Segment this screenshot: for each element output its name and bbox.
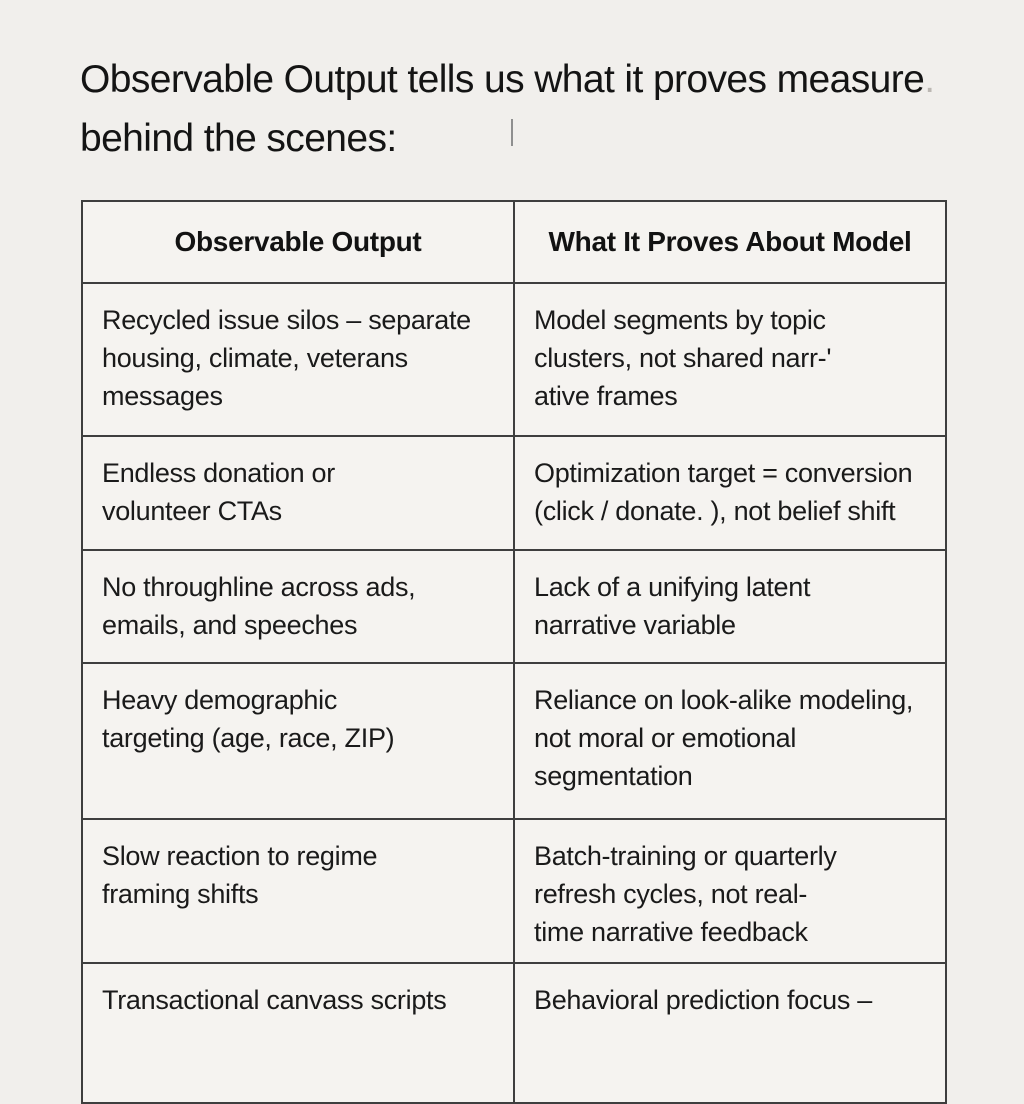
observable-output-cell: Transactional canvass scripts [81, 962, 515, 1104]
observable-output-cell: Recycled issue silos – separate housing,… [81, 282, 515, 437]
observable-output-cell: No throughline across ads, emails, and s… [81, 549, 515, 664]
model-proof-cell: Model segments by topic clusters, not sh… [513, 282, 947, 437]
comparison-table: Observable Output What It Proves About M… [81, 200, 947, 1104]
model-proof-cell: Batch-training or quarterly refresh cycl… [513, 818, 947, 964]
table-row: Endless donation or volunteer CTAs Optim… [81, 435, 947, 551]
model-proof-cell: Optimization target = conversion (click … [513, 435, 947, 551]
page-title-text-1: Observable Output tells us what it prove… [80, 58, 925, 101]
table-row: Transactional canvass scripts Behavioral… [81, 962, 947, 1104]
observable-output-cell: Heavy demographic targeting (age, race, … [81, 662, 515, 820]
model-proof-cell: Lack of a unifying latent narrative vari… [513, 549, 947, 664]
observable-output-cell: Endless donation or volunteer CTAs [81, 435, 515, 551]
model-proof-cell: Reliance on look-alike modeling, not mor… [513, 662, 947, 820]
observable-output-cell: Slow reaction to regime framing shifts [81, 818, 515, 964]
title-artifact-dot: . [924, 58, 935, 101]
header-observable-output: Observable Output [81, 200, 515, 284]
text-cursor-artifact [511, 119, 513, 146]
page-title-line-1: Observable Output tells us what it prove… [80, 50, 980, 109]
table-row: Recycled issue silos – separate housing,… [81, 282, 947, 437]
table-row: No throughline across ads, emails, and s… [81, 549, 947, 664]
table-row: Slow reaction to regime framing shifts B… [81, 818, 947, 964]
page-title-line-2: behind the scenes: [80, 117, 397, 160]
page-title: Observable Output tells us what it prove… [80, 50, 980, 168]
header-what-it-proves: What It Proves About Model [513, 200, 947, 284]
table-header-row: Observable Output What It Proves About M… [81, 200, 947, 284]
model-proof-cell: Behavioral prediction focus – [513, 962, 947, 1104]
table-row: Heavy demographic targeting (age, race, … [81, 662, 947, 820]
